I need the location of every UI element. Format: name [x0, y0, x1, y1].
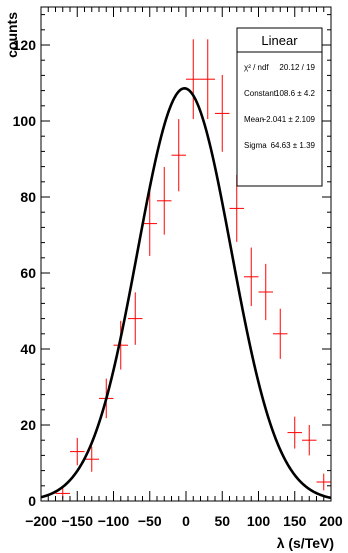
stats-sigma-value: 64.63 ± 1.39: [271, 141, 316, 150]
stats-mean-label: Mean: [244, 115, 264, 124]
stats-box-title: Linear: [261, 33, 298, 48]
stats-constant-value: 108.6 ± 4.2: [275, 89, 316, 98]
x-tick-label: −200: [25, 513, 57, 529]
stats-box-frame: [236, 27, 323, 187]
data-point: [128, 292, 143, 345]
x-axis-label: λ (s/TeV): [277, 535, 334, 551]
y-tick-labels: 0 20 40 60 80 100 120: [13, 37, 37, 509]
data-point: [113, 320, 128, 370]
data-point: [215, 75, 230, 152]
y-tick-label: 40: [20, 341, 36, 357]
y-tick-label: 60: [20, 265, 36, 281]
data-point: [171, 119, 186, 192]
data-point: [258, 263, 273, 321]
stats-mean-value: −2.041 ± 2.109: [261, 115, 315, 124]
x-tick-label: −100: [98, 513, 130, 529]
stats-sigma-label: Sigma: [244, 141, 267, 150]
stats-chi2-value: 20.12 / 19: [279, 63, 315, 72]
histogram-series: [55, 39, 331, 499]
y-tick-label: 80: [20, 189, 36, 205]
data-point: [244, 247, 259, 307]
axis-ticks: [40, 7, 332, 502]
y-tick-label: 20: [20, 417, 36, 433]
x-tick-label: −50: [138, 513, 162, 529]
x-tick-label: 150: [283, 513, 307, 529]
x-tick-label: 0: [182, 513, 190, 529]
data-point: [186, 39, 201, 120]
data-point: [316, 473, 331, 491]
gaussian-fit-curve: [40, 87, 332, 500]
data-point: [84, 446, 99, 472]
data-point: [302, 425, 317, 456]
data-point: [70, 437, 85, 466]
x-tick-label: 50: [214, 513, 230, 529]
stats-chi2-label: χ² / ndf: [244, 63, 269, 72]
y-axis-label: counts: [4, 12, 20, 58]
x-tick-label: −150: [61, 513, 93, 529]
x-tick-label: 200: [319, 513, 343, 529]
x-tick-label: 100: [247, 513, 271, 529]
data-point: [142, 191, 157, 256]
y-tick-label: 120: [13, 37, 37, 53]
x-tick-labels: −200 −150 −100 −50 0 50 100 150 200: [25, 513, 343, 529]
data-point: [273, 308, 288, 359]
fit-stats-box: Linear χ² / ndf 20.12 / 19 Constant 108.…: [236, 27, 323, 187]
stats-constant-label: Constant: [244, 89, 277, 98]
data-point: [157, 166, 172, 235]
y-tick-label: 100: [13, 113, 37, 129]
data-point: [200, 39, 215, 120]
y-tick-label: 0: [28, 493, 36, 509]
data-point: [287, 416, 302, 449]
